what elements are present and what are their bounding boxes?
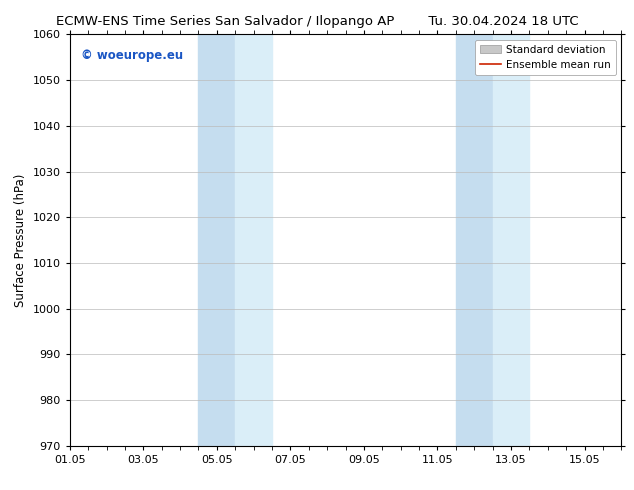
Legend: Standard deviation, Ensemble mean run: Standard deviation, Ensemble mean run (475, 40, 616, 75)
Bar (456, 34, 493, 446)
Text: ECMW-ENS Time Series San Salvador / Ilopango AP        Tu. 30.04.2024 18 UTC: ECMW-ENS Time Series San Salvador / Ilop… (56, 15, 578, 28)
Y-axis label: Surface Pressure (hPa): Surface Pressure (hPa) (14, 173, 27, 307)
Bar (198, 34, 235, 446)
Text: © woeurope.eu: © woeurope.eu (81, 49, 183, 62)
Bar (493, 34, 529, 446)
Bar (235, 34, 272, 446)
